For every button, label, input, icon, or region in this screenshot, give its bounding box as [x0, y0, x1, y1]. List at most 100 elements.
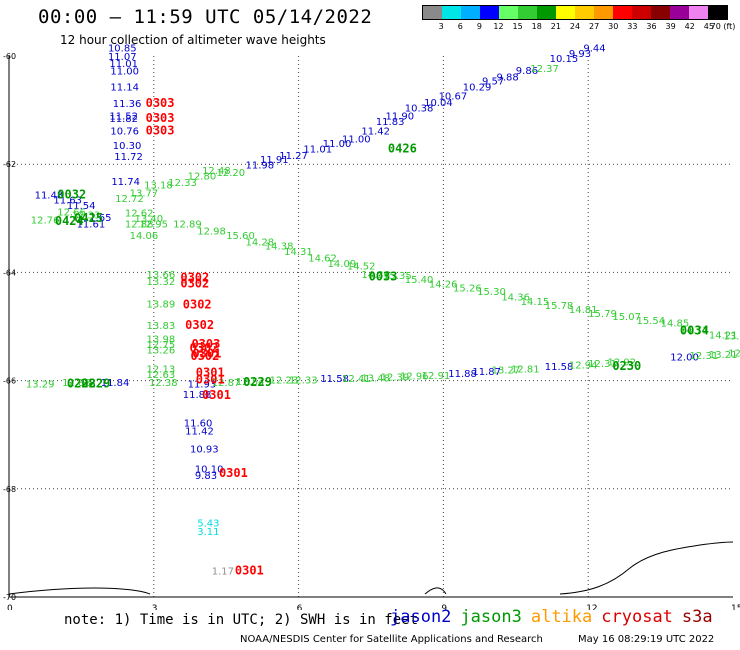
wave-height-label: 12.76 — [31, 216, 60, 227]
wave-height-label: 13.32 — [147, 277, 176, 288]
wave-height-label: 12.41 — [342, 374, 371, 385]
color-scale-label: 9 — [476, 22, 482, 31]
wave-height-label: 12.31 — [588, 359, 617, 370]
wave-height-label: 14.71 — [680, 326, 709, 337]
wave-height-label: 11.90 — [385, 111, 414, 122]
wave-height-label: 12.96 — [400, 372, 429, 383]
footer-note: note: 1) Time is in UTC; 2) SWH is in fe… — [64, 612, 419, 628]
wave-height-label: 13.89 — [147, 300, 176, 311]
x-tick-label: 0 — [7, 604, 13, 610]
wave-height-label: 9.93 — [569, 49, 591, 60]
pass-time-label: 0034 — [680, 324, 709, 338]
color-scale-cell — [708, 6, 727, 19]
wave-height-label: 14.26 — [429, 280, 458, 291]
wave-height-label: 12.72 — [115, 194, 144, 205]
wave-height-label: 14.15 — [521, 297, 550, 308]
color-scale-label: 42 — [684, 22, 695, 31]
chart-title: 00:00 – 11:59 UTC 05/14/2022 — [38, 6, 373, 28]
wave-height-label: 13.27 — [492, 366, 521, 377]
wave-height-label: 12.20 — [217, 168, 246, 179]
wave-height-label: 11.07 — [108, 52, 137, 63]
chart-subtitle: 12 hour collection of altimeter wave hei… — [60, 33, 326, 47]
wave-height-label: 12.00 — [670, 353, 699, 364]
color-scale-cell — [480, 6, 499, 19]
wave-height-label: 11.01 — [303, 144, 332, 155]
y-tick-label: -66 — [3, 377, 16, 386]
wave-height-label: 11.83 — [376, 117, 405, 128]
wave-height-label: 14.85 — [661, 319, 690, 330]
pass-time-label: 0426 — [388, 141, 417, 155]
wave-height-label: 13.83 — [147, 321, 176, 332]
wave-height-label: 14.28 — [246, 237, 275, 248]
wave-height-label: 14.36 — [361, 270, 390, 281]
wave-height-label: 12.88 — [62, 378, 91, 389]
wave-height-label: 13.29 — [26, 380, 55, 391]
pass-time-label: 0229 — [243, 375, 272, 389]
wave-height-label: 12.33 — [168, 178, 197, 189]
color-scale-label: 39 — [665, 22, 676, 31]
wave-height-label: 13.21 — [709, 350, 738, 361]
color-scale-label: 27 — [589, 22, 600, 31]
y-tick-label: -62 — [3, 160, 16, 169]
legend-entry-altika: altika — [530, 607, 593, 627]
pass-time-label: 0302 — [185, 318, 214, 332]
wave-height-label: 12.63 — [147, 370, 176, 381]
wave-height-label: 11.48 — [35, 190, 64, 201]
color-scale-cell — [575, 6, 594, 19]
y-tick-label: -68 — [3, 485, 16, 494]
color-scale-label: 15 — [512, 22, 523, 31]
wave-height-label: 11.27 — [279, 151, 308, 162]
wave-height-label: 12.38 — [149, 378, 178, 389]
wave-height-plot: 0 3 6 9 12 15-60-62-64-66-68-7010.8511.0711.0… — [3, 44, 740, 610]
wave-height-label: 12.94 — [569, 361, 598, 372]
color-scale-label: 70 (ft) — [710, 22, 736, 31]
pass-time-label: 0303 — [146, 123, 175, 137]
color-scale-cell — [461, 6, 480, 19]
wave-height-label: 12.31 — [690, 351, 719, 362]
wave-height-label: 14.21 — [709, 330, 738, 341]
wave-height-label: 12.54 — [236, 377, 265, 388]
y-tick-label: -60 — [3, 52, 16, 61]
wave-height-label: 12.89 — [173, 219, 202, 230]
wave-height-label: 11.42 — [361, 126, 390, 137]
pass-time-label: 0302 — [180, 271, 209, 285]
wave-height-label: 9.57 — [482, 77, 504, 88]
wave-height-label: 12.98 — [197, 227, 226, 238]
wave-height-label: 14.09 — [328, 259, 357, 270]
wave-height-label: 12.37 — [530, 64, 559, 75]
wave-height-label: 10.29 — [463, 83, 492, 94]
color-scale-cell — [689, 6, 708, 19]
wave-height-label: 15.35 — [383, 271, 412, 282]
wave-height-label: 12.66 — [57, 208, 86, 219]
wave-height-label: 11.72 — [114, 152, 143, 163]
x-tick-label: 15 — [731, 604, 740, 610]
wave-height-label: 15.60 — [226, 231, 255, 242]
pass-time-label: 0301 — [235, 563, 264, 577]
pass-time-label: 0303 — [191, 337, 220, 351]
wave-height-label: 11.84 — [101, 378, 130, 389]
wave-height-label: 14.81 — [569, 305, 598, 316]
wave-height-label: 15.54 — [636, 316, 665, 327]
wave-height-label: 15.40 — [405, 275, 434, 286]
wave-height-label: 10.10 — [195, 465, 224, 476]
color-scale-bar — [422, 5, 728, 20]
color-scale-cell — [670, 6, 689, 19]
pass-time-label: 0303 — [146, 111, 175, 125]
pass-time-label: 0301 — [196, 372, 225, 386]
wave-height-label: 11.36 — [113, 99, 142, 110]
wave-height-label: 12.62 — [125, 209, 154, 220]
pass-time-label: 0228 — [67, 377, 96, 391]
wave-height-label: 15.07 — [612, 312, 641, 323]
wave-height-label: 12.13 — [147, 364, 176, 375]
wave-height-label: 9.86 — [516, 66, 538, 77]
pass-time-label: 0229 — [81, 377, 110, 391]
x-tick-label: 3 — [152, 604, 158, 610]
wave-height-label: 13.66 — [147, 270, 176, 281]
wave-height-label: 9.44 — [583, 44, 605, 55]
wave-height-label: 13.26 — [147, 346, 176, 357]
wave-height-label: 10.15 — [550, 54, 579, 65]
x-tick-label: 6 — [297, 604, 303, 610]
wave-height-label: 9.88 — [496, 72, 518, 83]
wave-height-label: 11.93 — [188, 380, 217, 391]
generated-timestamp: May 16 08:29:19 UTC 2022 — [578, 634, 715, 645]
